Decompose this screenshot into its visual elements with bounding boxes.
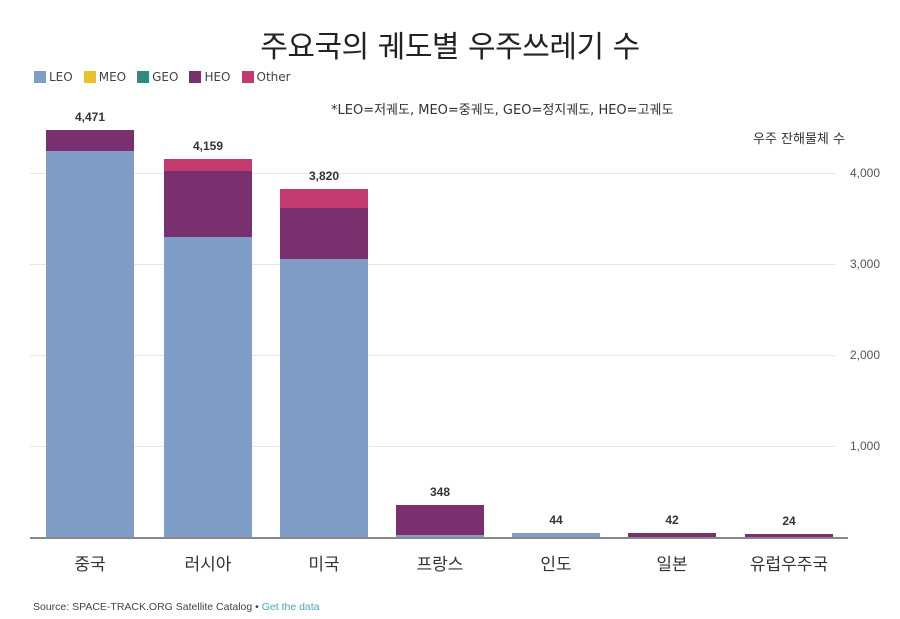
bar-segment-leo[interactable] <box>164 236 252 537</box>
bar-segment-heo[interactable] <box>280 207 368 259</box>
bar-segment-leo[interactable] <box>512 532 600 537</box>
get-data-link[interactable]: Get the data <box>261 601 320 613</box>
gridline <box>30 355 835 356</box>
legend-label: GEO <box>152 70 179 84</box>
gridline <box>30 446 835 447</box>
x-category-label: 중국 <box>74 555 106 575</box>
bar-value-label: 44 <box>549 512 563 527</box>
x-category-label: 유럽우주국 <box>749 555 829 575</box>
bar-segment-leo[interactable] <box>280 258 368 537</box>
x-axis-baseline <box>30 537 848 539</box>
legend-label: Other <box>256 70 291 84</box>
bar-segment-heo[interactable] <box>46 130 134 152</box>
bar-value-label: 42 <box>665 513 679 528</box>
bar-value-label: 4,159 <box>192 138 224 153</box>
source-text: Source: SPACE-TRACK.ORG Satellite Catalo… <box>33 601 259 613</box>
x-category-label: 인도 <box>540 555 572 575</box>
bar-2[interactable] <box>280 189 368 537</box>
legend-item-geo[interactable]: GEO <box>137 70 178 84</box>
bar-3[interactable] <box>396 505 484 537</box>
x-category-label: 일본 <box>656 555 688 575</box>
legend-item-other[interactable]: Other <box>241 70 291 84</box>
y-tick-label: 1,000 <box>850 439 881 453</box>
legend-item-leo[interactable]: LEO <box>34 70 73 84</box>
bar-value-label: 24 <box>782 514 796 528</box>
bar-segment-leo[interactable] <box>396 535 484 537</box>
bar-5[interactable] <box>628 533 716 537</box>
bar-segment-heo[interactable] <box>745 534 833 537</box>
legend-swatch-icon <box>34 71 46 83</box>
legend-swatch-icon <box>189 71 202 83</box>
bar-segment-heo[interactable] <box>396 505 484 536</box>
chart-title: 주요국의 궤도별 우주쓰레기 수 <box>260 30 640 65</box>
legend-swatch-icon <box>83 71 96 83</box>
bar-segment-heo[interactable] <box>164 171 252 237</box>
bar-segment-leo[interactable] <box>46 151 134 537</box>
bar-segment-other[interactable] <box>280 189 368 208</box>
legend: LEO MEO GEO HEO Other <box>34 70 294 84</box>
legend-label: LEO <box>49 70 73 84</box>
bar-segment-heo[interactable] <box>628 533 716 537</box>
orbit-abbreviation-note: *LEO=저궤도, MEO=중궤도, GEO=정지궤도, HEO=고궤도 <box>331 103 674 118</box>
bar-segment-other[interactable] <box>164 158 252 172</box>
legend-item-meo[interactable]: MEO <box>83 70 127 84</box>
x-category-label: 러시아 <box>184 555 232 575</box>
x-category-label: 프랑스 <box>416 555 464 575</box>
legend-item-heo[interactable]: HEO <box>189 70 231 84</box>
bar-0[interactable] <box>46 130 134 537</box>
gridline <box>30 173 835 174</box>
bar-value-label: 3,820 <box>308 169 340 184</box>
y-tick-label: 3,000 <box>850 257 881 271</box>
y-tick-label: 2,000 <box>850 348 881 362</box>
bar-value-label: 348 <box>429 485 451 500</box>
gridline <box>30 264 835 265</box>
legend-swatch-icon <box>137 71 150 83</box>
bar-1[interactable] <box>164 158 252 537</box>
bar-6[interactable] <box>745 534 833 537</box>
bar-4[interactable] <box>512 532 600 537</box>
bar-value-label: 4,471 <box>74 110 106 125</box>
source-note: Source: SPACE-TRACK.ORG Satellite Catalo… <box>33 601 320 613</box>
y-axis-label: 우주 잔해물체 수 <box>753 132 845 147</box>
y-tick-label: 4,000 <box>850 166 881 180</box>
legend-label: MEO <box>98 70 127 84</box>
legend-swatch-icon <box>241 71 254 83</box>
legend-label: HEO <box>204 70 231 84</box>
x-category-label: 미국 <box>308 555 340 575</box>
